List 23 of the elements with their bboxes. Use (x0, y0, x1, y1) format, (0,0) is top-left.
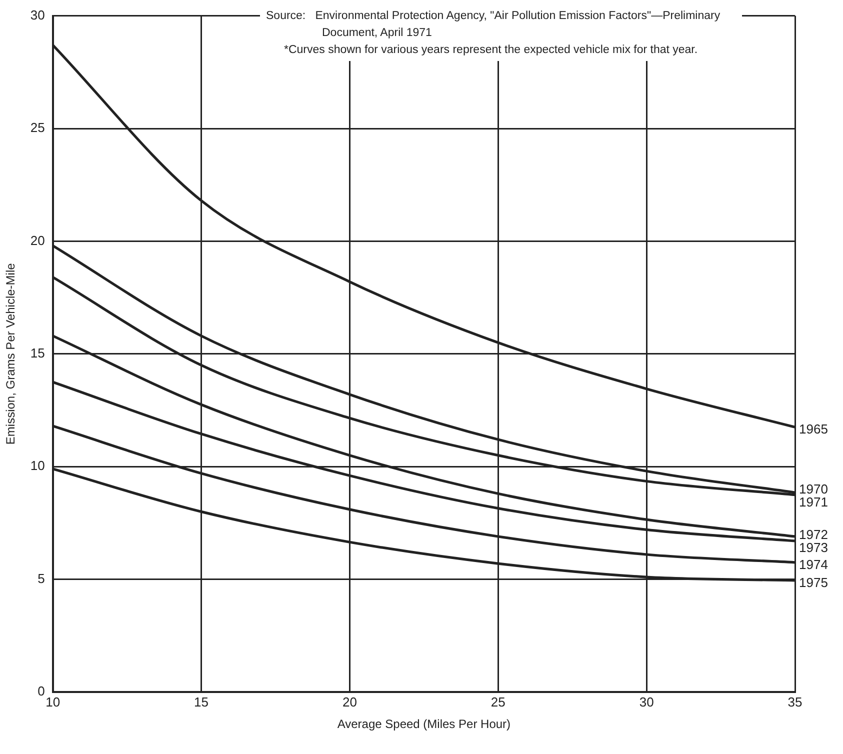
y-tick-label: 15 (30, 345, 45, 360)
series-label: 1971 (799, 494, 828, 510)
x-tick-label: 15 (194, 694, 209, 710)
x-tick-label: 25 (490, 694, 506, 710)
annotation: *Curves shown for various years represent the expected vehicle mix for that year. (283, 43, 699, 58)
series-label: 1975 (799, 575, 828, 590)
series-label: 1970 (799, 482, 828, 497)
annotation: Source: Environmental Protection Agency, "Air Pollution Emission Factors"—Preliminary Document, April 1971 (266, 9, 722, 41)
x-tick-label: 35 (788, 694, 802, 710)
series-label: 1973 (799, 540, 828, 555)
series-label: 1972 (799, 526, 828, 542)
y-axis-title: Emission, Grams Per Vehicle-Mile (4, 262, 18, 445)
y-tick-label: 5 (38, 570, 45, 586)
x-axis-title: Average Speed (Miles Per Hour) (337, 717, 511, 732)
series-label: 1974 (799, 556, 828, 572)
y-tick-label: 0 (38, 684, 45, 699)
y-tick-label: 30 (30, 7, 45, 22)
x-tick-label: 30 (639, 694, 654, 710)
y-tick-label: 10 (30, 458, 45, 474)
y-tick-label: 20 (30, 232, 45, 248)
y-tick-label: 25 (30, 120, 45, 136)
series-label: 1965 (799, 422, 828, 437)
x-tick-label: 20 (342, 694, 357, 710)
